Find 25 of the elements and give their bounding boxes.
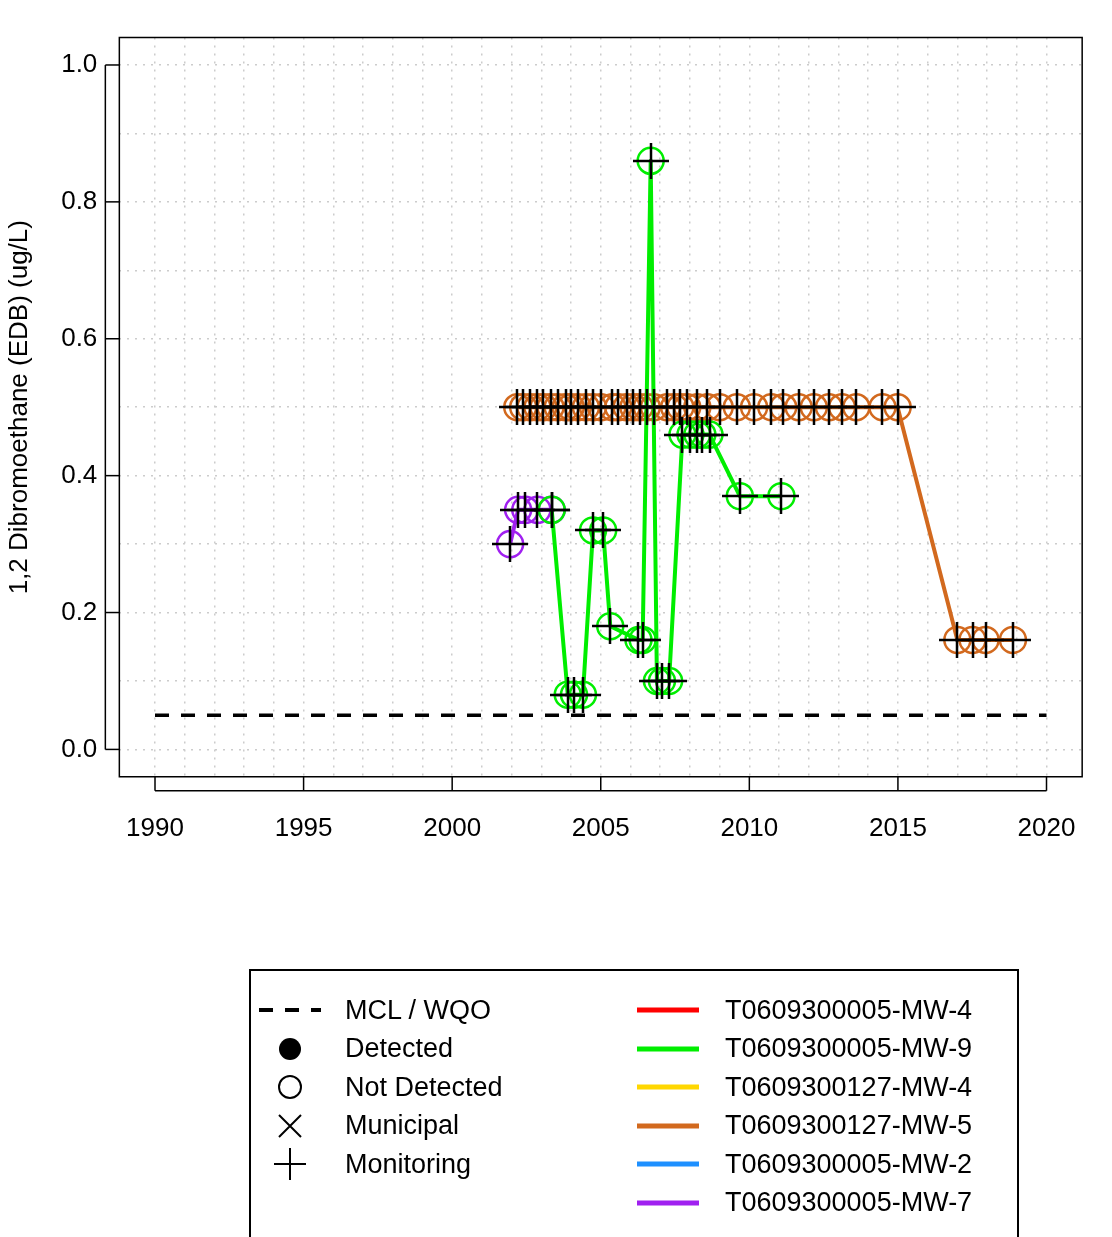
legend-label: T0609300005-MW-2: [725, 1148, 973, 1180]
x-tick-label: 2000: [423, 811, 482, 842]
legend-label: T0609300127-MW-4: [725, 1071, 973, 1103]
text: Municipal: [345, 1110, 460, 1142]
x-tick-label: 2015: [869, 811, 927, 842]
legend-label: MCL / WQO: [345, 994, 491, 1026]
x-tick-label: 2010: [720, 811, 779, 842]
x-tick-label: 1990: [126, 811, 184, 842]
y-tick-label: 0.8: [61, 185, 98, 216]
y-tick-label: 0.6: [61, 321, 98, 352]
legend-label: T0609300005-MW-7: [725, 1187, 973, 1219]
legend-label: T0609300005-MW-9: [725, 1033, 973, 1065]
legend-label: T0609300127-MW-5: [725, 1110, 973, 1142]
text: Not Detected: [345, 1071, 503, 1103]
x-tick-label: 2020: [1017, 811, 1076, 842]
x-tick-label: 1995: [274, 811, 333, 842]
legend-label: T0609300005-MW-4: [725, 994, 973, 1026]
y-tick-label: 1.0: [61, 48, 98, 79]
text: Detected: [345, 1033, 454, 1065]
y-tick-label: 0.4: [61, 458, 98, 489]
y-tick-label: 0.2: [61, 595, 98, 626]
y-tick-label: 0.0: [61, 732, 98, 763]
x-tick-label: 2005: [571, 811, 630, 842]
y-axis-title: 1,2 Dibromoethane (EDB) (ug/L): [2, 220, 33, 595]
text: Monitoring: [345, 1148, 472, 1180]
